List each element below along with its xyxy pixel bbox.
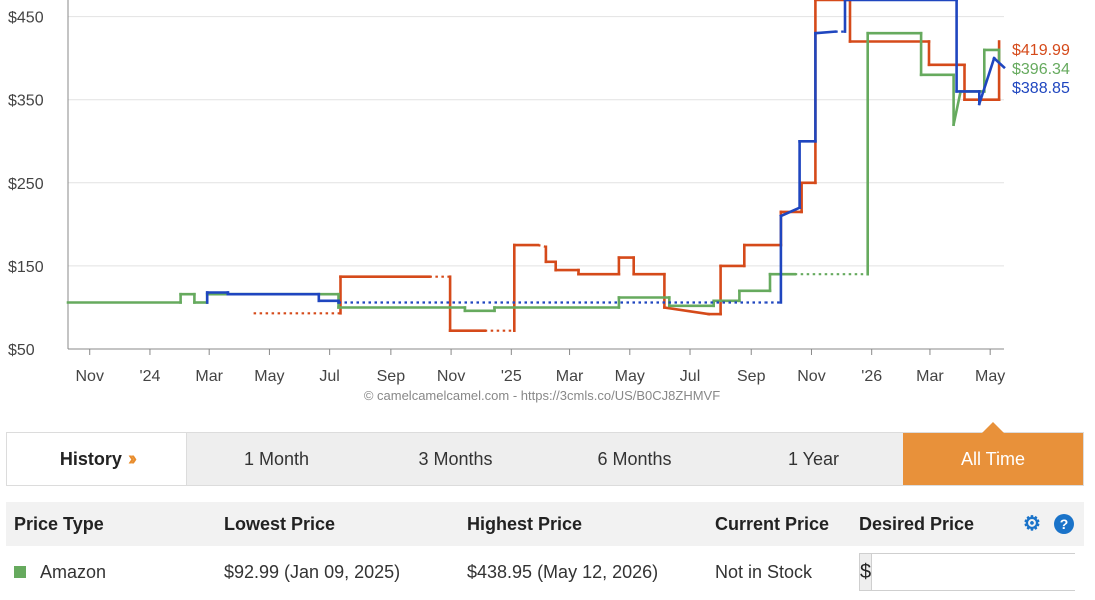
series-2-segment (977, 56, 996, 106)
x-tick-label: Mar (556, 368, 584, 385)
header-highest-price: Highest Price (467, 513, 583, 534)
tab-all-time[interactable]: All Time (903, 422, 1083, 485)
x-tick-label: '24 (140, 368, 161, 385)
y-tick-label: $350 (8, 93, 44, 110)
x-tick-label: Nov (75, 368, 103, 385)
currency-prefix: $ (860, 554, 873, 590)
header-icons: ⚙ ? (1022, 514, 1084, 534)
tab-history[interactable]: History ›› (7, 433, 187, 485)
price-history-chart: $450 $350 $250 $150 $50 Nov '24 Mar May Jul Sep Nov… (8, 0, 1070, 403)
row-type-label: Amazon (40, 561, 107, 582)
row-lowest-price: $92.99 (Jan 09, 2025) (224, 561, 401, 582)
y-tick-label: $450 (8, 10, 44, 27)
header-current-price: Current Price (715, 513, 830, 534)
y-tick-label: $250 (8, 176, 44, 193)
x-tick-label: Sep (377, 368, 406, 385)
series-2-segment (779, 205, 802, 218)
series-1-end-label: $396.34 (1012, 61, 1070, 78)
y-tick-label: $150 (8, 259, 44, 276)
header-price-type: Price Type (14, 513, 104, 534)
table-row: Amazon $92.99 (Jan 09, 2025) $438.95 (Ma… (6, 546, 1095, 598)
tab-6-months[interactable]: 6 Months (597, 448, 672, 469)
series-2-end-label: $388.85 (1012, 80, 1070, 97)
x-tick-label: Mar (195, 368, 223, 385)
x-tick-label: Jul (319, 368, 339, 385)
chart-svg: $450 $350 $250 $150 $50 Nov '24 Mar May Jul Sep Nov… (8, 0, 1070, 403)
tab-3-months[interactable]: 3 Months (418, 448, 493, 469)
row-price-type: Amazon (6, 562, 216, 583)
x-tick-label: May (975, 368, 1005, 385)
x-tick-label: Nov (437, 368, 465, 385)
y-tick-label: $50 (8, 342, 35, 359)
x-tick-label: '25 (501, 368, 522, 385)
row-desired-price: $ (851, 553, 1095, 591)
series-0-segment (662, 306, 711, 316)
chart-credit: © camelcamelcamel.com - https://3cmls.co… (364, 388, 720, 403)
x-tick-label: May (254, 368, 284, 385)
series-2-segment (813, 30, 837, 35)
desired-price-input[interactable] (872, 554, 1095, 590)
series-2-segment (992, 56, 1006, 70)
header-desired-price-cell: Desired Price ⚙ ? (851, 514, 1084, 535)
tab-history-label: History (59, 448, 122, 469)
double-chevron-right-icon: ›› (127, 447, 138, 470)
desired-price-field: $ (859, 553, 1095, 591)
tab-1-month[interactable]: 1 Month (243, 448, 310, 469)
header-desired-price: Desired Price (859, 513, 975, 534)
row-highest-price: $438.95 (May 12, 2026) (467, 561, 659, 582)
x-tick-label: Sep (737, 368, 766, 385)
gear-icon[interactable]: ⚙ (1023, 513, 1041, 535)
x-tick-label: '26 (861, 368, 882, 385)
amazon-swatch (14, 566, 26, 578)
header-lowest-price: Lowest Price (224, 513, 336, 534)
table-header-row: Price Type Lowest Price Highest Price Cu… (6, 502, 1084, 546)
x-tick-label: Mar (916, 368, 944, 385)
series-1-segment (952, 89, 963, 127)
x-tick-label: May (615, 368, 645, 385)
range-tabs: History ›› 1 Month 3 Months 6 Months 1 Ye… (6, 422, 1084, 486)
x-tick-label: Jul (680, 368, 700, 385)
series-0-segment (537, 244, 547, 248)
tab-1-year[interactable]: 1 Year (787, 448, 840, 469)
help-icon[interactable]: ? (1054, 514, 1074, 534)
price-table: Price Type Lowest Price Highest Price Cu… (6, 502, 1095, 598)
x-tick-label: Nov (797, 368, 825, 385)
series-0-end-label: $419.99 (1012, 42, 1070, 59)
row-current-price: Not in Stock (715, 561, 813, 582)
